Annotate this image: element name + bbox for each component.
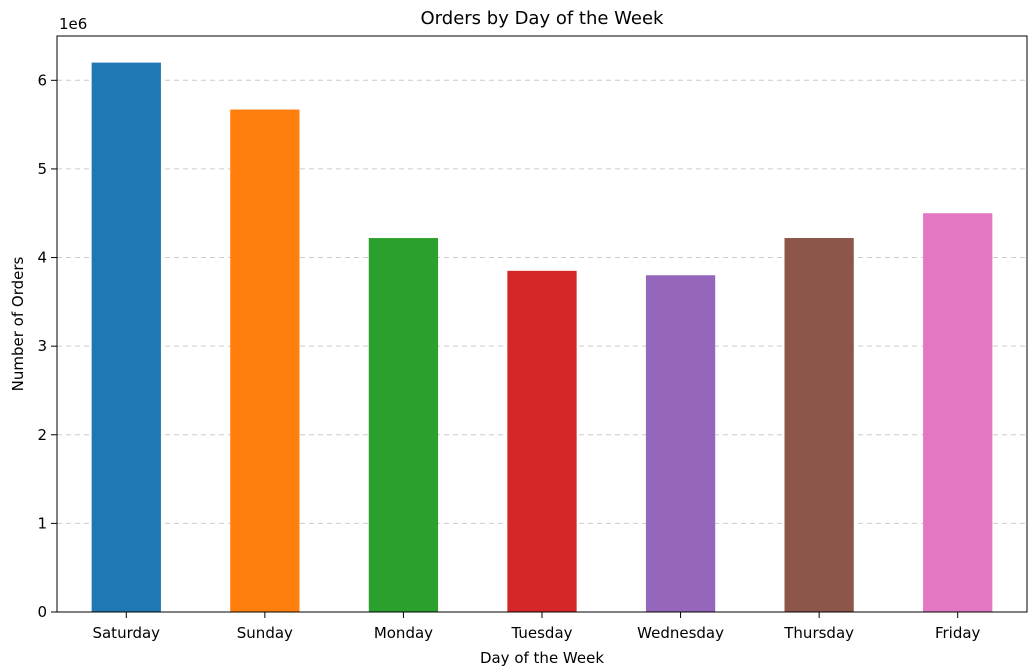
x-axis-ticks: Saturday Sunday Monday Tuesday Wednesday Thur… [92, 612, 981, 642]
x-tick-label-tuesday: Tuesday [510, 624, 572, 642]
y-tick-label: 5 [37, 160, 47, 178]
x-tick-label-friday: Friday [935, 624, 981, 642]
x-tick-label-wednesday: Wednesday [637, 624, 724, 642]
y-axis-label: Number of Orders [9, 256, 27, 391]
x-tick-label-saturday: Saturday [92, 624, 160, 642]
x-tick-label-sunday: Sunday [237, 624, 293, 642]
x-tick-label-thursday: Thursday [783, 624, 854, 642]
y-axis-ticks: 0 1 2 3 4 5 6 [37, 71, 57, 621]
chart-title: Orders by Day of the Week [421, 8, 665, 29]
y-tick-label: 2 [37, 426, 47, 444]
x-axis-label: Day of the Week [480, 649, 604, 667]
x-tick-label-monday: Monday [374, 624, 433, 642]
bars [91, 62, 993, 613]
y-tick-label: 6 [37, 71, 47, 89]
y-tick-label: 1 [37, 514, 47, 532]
y-tick-label: 4 [37, 249, 47, 267]
bar-friday [923, 213, 993, 612]
bar-wednesday [645, 275, 716, 612]
bar-thursday [784, 238, 854, 612]
y-tick-label: 3 [37, 337, 47, 355]
bar-saturday [91, 62, 161, 613]
y-tick-label: 0 [37, 603, 47, 621]
bar-sunday [230, 109, 300, 612]
bar-tuesday [507, 270, 577, 612]
bar-monday [368, 238, 439, 612]
y-axis-offset-label: 1e6 [59, 15, 87, 33]
